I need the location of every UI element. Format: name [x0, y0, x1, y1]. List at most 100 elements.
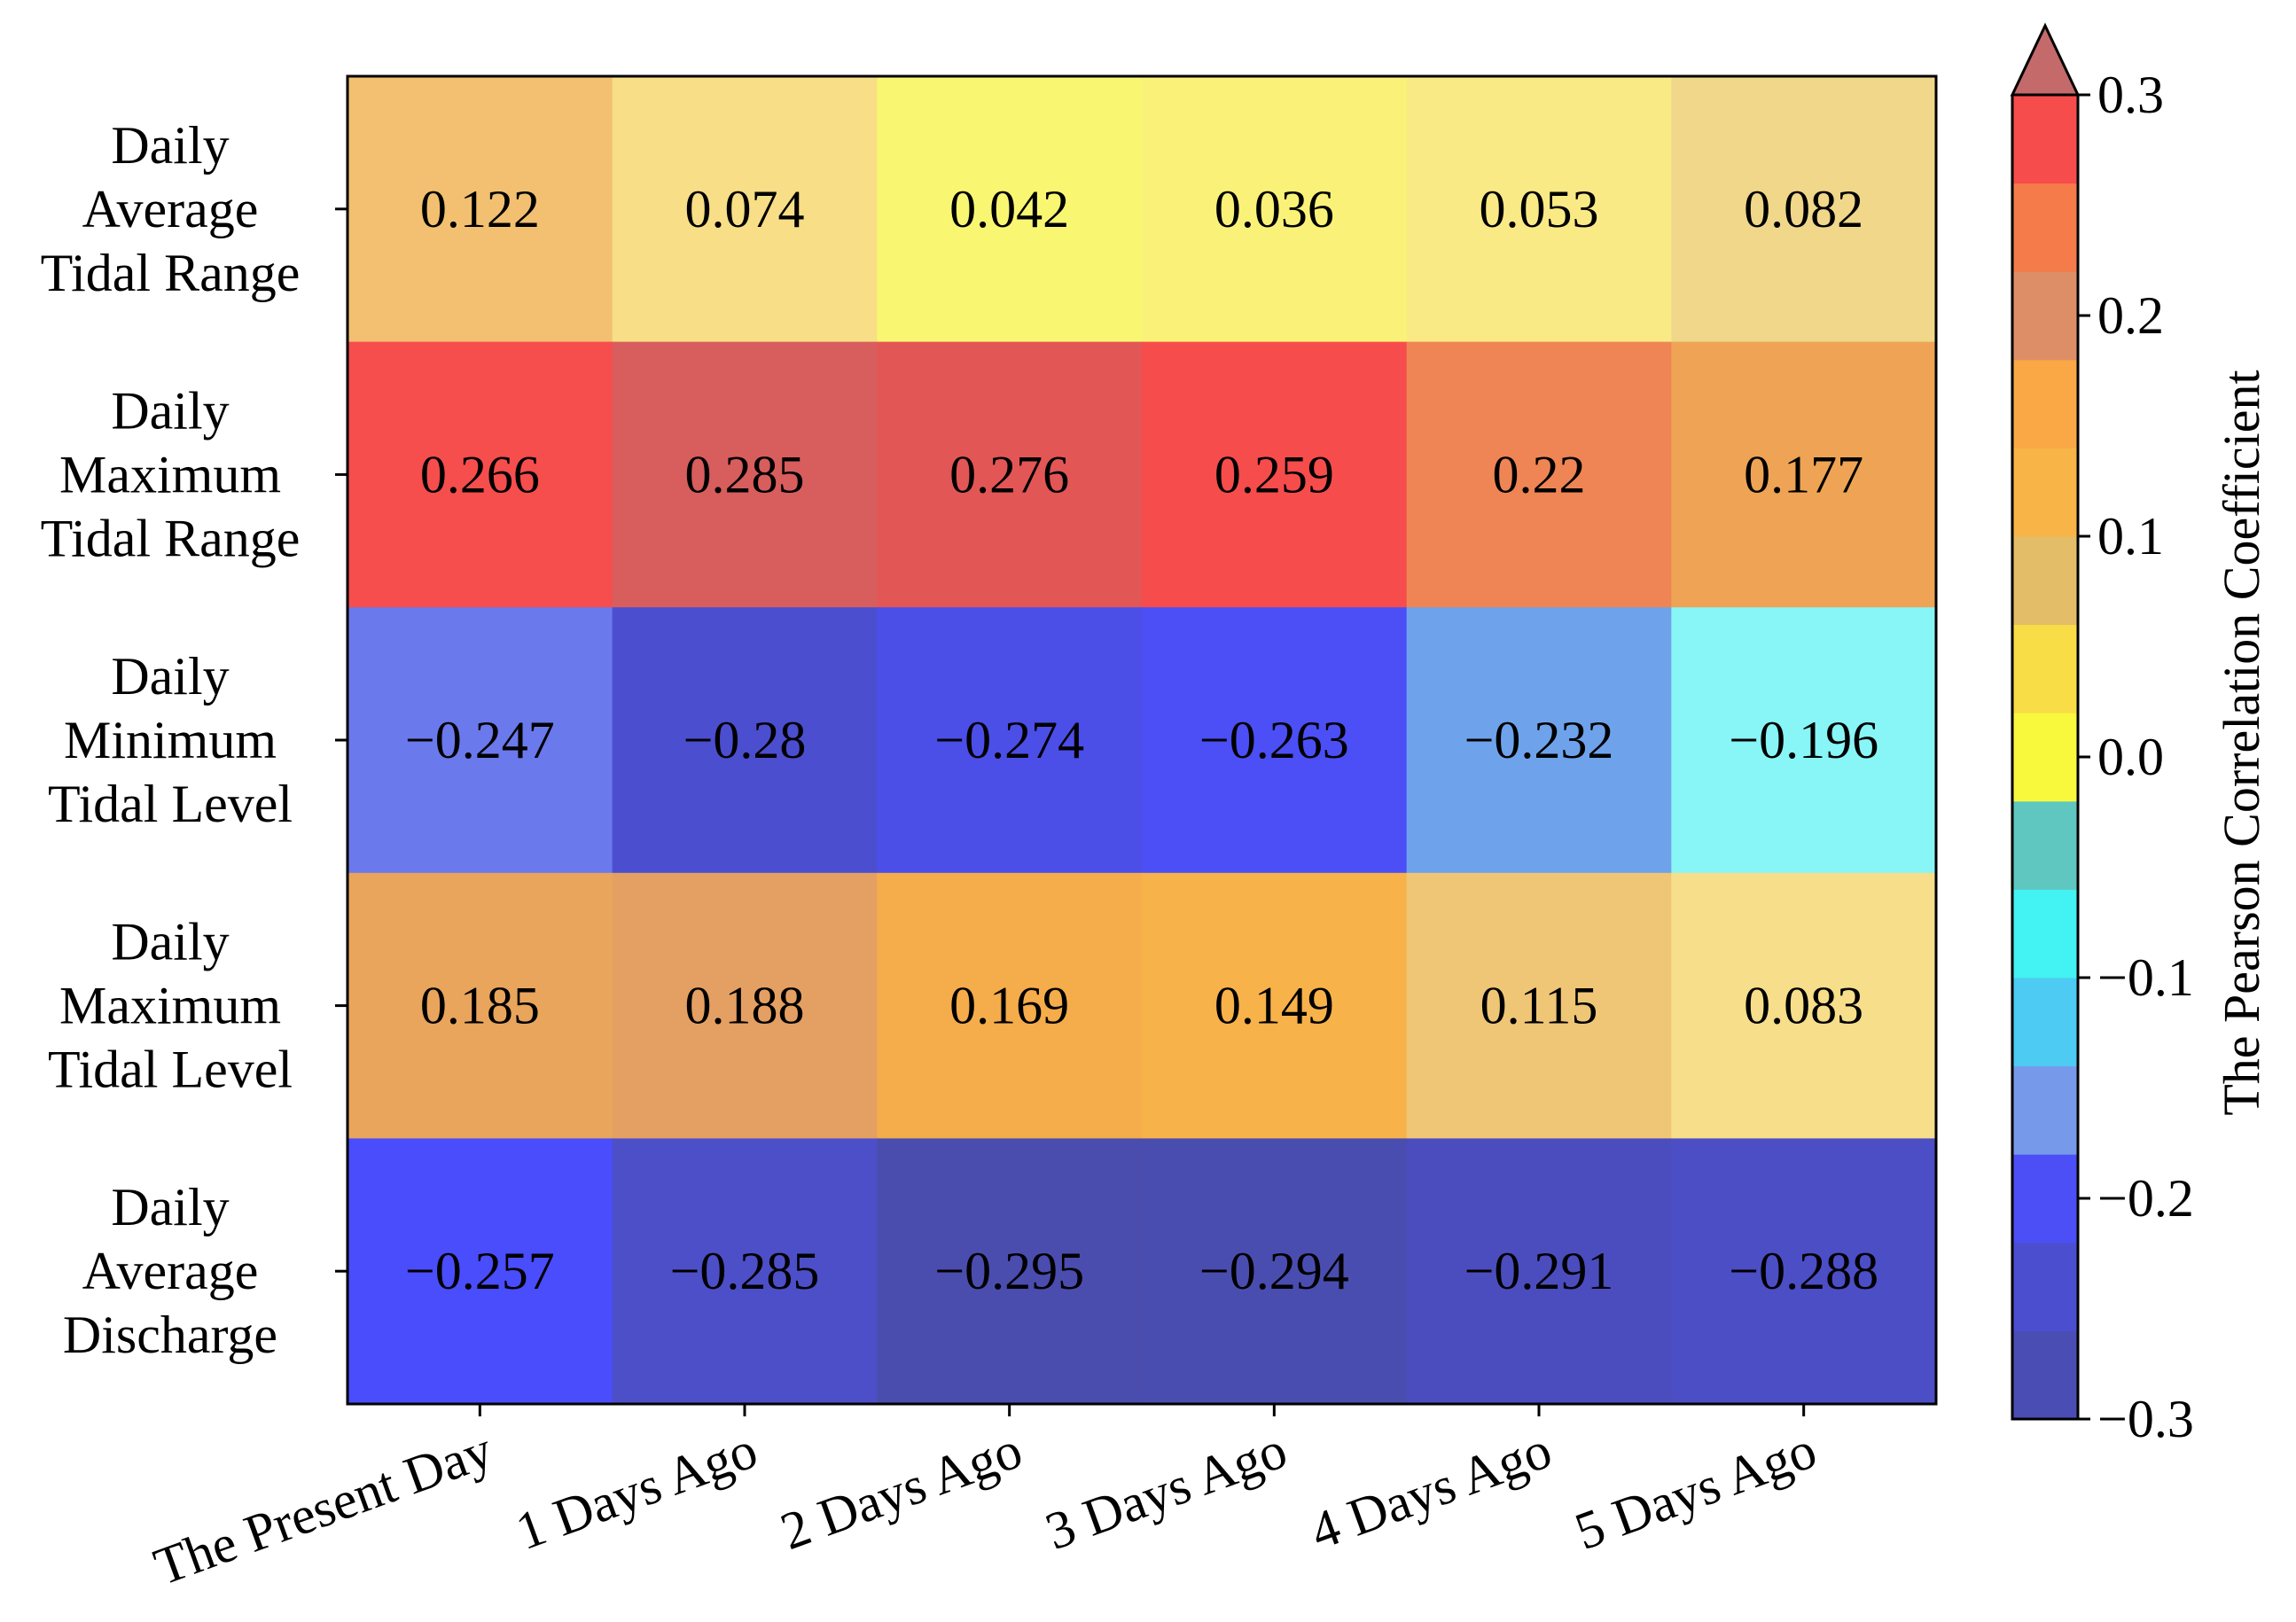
colorbar-segment: [2012, 95, 2078, 184]
column-label: 4 Days Ago: [1303, 1420, 1559, 1561]
cell-value-label: −0.288: [1729, 1242, 1878, 1300]
colorbar-segment: [2012, 1154, 2078, 1244]
cell-value-label: 0.177: [1744, 445, 1863, 503]
heatmap-cell: [877, 872, 1143, 1139]
cell-value-label: 0.036: [1214, 180, 1334, 238]
colorbar-segment: [2012, 448, 2078, 537]
heatmap-cell: [877, 1138, 1143, 1405]
colorbar-segment: [2012, 624, 2078, 714]
column-label: 1 Days Ago: [509, 1420, 765, 1561]
colorbar-segment: [2012, 359, 2078, 448]
heatmap-cell: [1671, 872, 1937, 1139]
heatmap-cell: [612, 607, 878, 874]
colorbar-segment: [2012, 800, 2078, 890]
heatmap-cell: [1406, 607, 1672, 874]
colorbar-tick-label: −0.2: [2097, 1169, 2194, 1228]
colorbar-tick-label: 0.3: [2097, 66, 2164, 124]
cell-value-label: −0.257: [405, 1242, 555, 1300]
heatmap-cell: [1406, 872, 1672, 1139]
heatmap-cell: [1142, 872, 1408, 1139]
colorbar: 0.3 0.2 0.1 0.0 −0.1 −0.2 −0.3: [2010, 22, 2194, 1448]
cell-value-label: 0.276: [949, 445, 1069, 503]
heatmap-cell: [1406, 76, 1672, 343]
heatmap-cell: [1406, 1138, 1672, 1405]
heatmap-cell: [877, 341, 1143, 608]
colorbar-segment: [2012, 183, 2078, 272]
heatmap-cell: [877, 76, 1143, 343]
heatmap-cell: [612, 341, 878, 608]
cell-value-label: 0.149: [1214, 977, 1334, 1035]
cell-value-label: −0.291: [1464, 1242, 1614, 1300]
heatmap-cell: [348, 872, 613, 1139]
colorbar-tick-label: 0.2: [2097, 286, 2164, 345]
column-label: 2 Days Ago: [773, 1420, 1029, 1561]
cell-value-label: −0.232: [1464, 711, 1614, 769]
cell-value-label: −0.28: [683, 711, 807, 769]
cell-value-label: 0.285: [685, 445, 805, 503]
colorbar-segment: [2012, 889, 2078, 979]
row-tick-labels: Daily Average Tidal Range Daily Maximum Tidal…: [41, 116, 348, 1364]
cell-value-label: −0.294: [1199, 1242, 1349, 1300]
cell-value-label: 0.122: [420, 180, 540, 238]
colorbar-segment: [2012, 271, 2078, 361]
colorbar-segment: [2012, 713, 2078, 802]
colorbar-segment: [2012, 536, 2078, 626]
heatmap-cell: [1671, 1138, 1937, 1405]
heatmap-cell: [1671, 341, 1937, 608]
colorbar-segment: [2012, 978, 2078, 1067]
heatmap-cell: [612, 1138, 878, 1405]
cell-value-label: −0.295: [934, 1242, 1084, 1300]
colorbar-tick-label: 0.0: [2097, 728, 2164, 786]
colorbar-tick-label: −0.1: [2097, 948, 2194, 1007]
column-label: The Present Day: [146, 1420, 499, 1596]
cell-value-label: 0.082: [1744, 180, 1863, 238]
cell-value-label: −0.274: [934, 711, 1084, 769]
heatmap-cell: [877, 607, 1143, 874]
heatmap-cells: [348, 76, 1937, 1405]
cell-value-label: −0.247: [405, 711, 555, 769]
cell-value-label: 0.115: [1480, 977, 1598, 1035]
cell-value-label: 0.259: [1214, 445, 1334, 503]
cell-value-label: −0.196: [1729, 711, 1878, 769]
cell-value-label: −0.285: [670, 1242, 820, 1300]
column-tick-labels: The Present Day 1 Days Ago 2 Days Ago 3 Day…: [146, 1404, 1824, 1596]
heatmap-cell: [1406, 341, 1672, 608]
cell-value-label: 0.169: [949, 977, 1069, 1035]
row-label: Daily Average Discharge: [63, 1178, 277, 1364]
heatmap-value-labels: 0.122 0.074 0.042 0.036 0.053 0.082 0.266 0.285…: [405, 180, 1878, 1300]
column-label: 3 Days Ago: [1038, 1420, 1294, 1561]
heatmap-cell: [612, 76, 878, 343]
row-label: Daily Maximum Tidal Level: [48, 913, 293, 1099]
cell-value-label: 0.185: [420, 977, 540, 1035]
heatmap-cell: [1142, 76, 1408, 343]
row-label: Daily Average Tidal Range: [41, 116, 301, 302]
heatmap-cell: [348, 76, 613, 343]
cell-value-label: 0.053: [1480, 180, 1599, 238]
colorbar-segment: [2012, 1330, 2078, 1420]
row-label: Daily Maximum Tidal Range: [41, 381, 301, 567]
cell-value-label: −0.263: [1199, 711, 1349, 769]
cell-value-label: 0.074: [685, 180, 805, 238]
cell-value-label: 0.083: [1744, 977, 1863, 1035]
colorbar-segment: [2012, 1065, 2078, 1155]
colorbar-tick-label: −0.3: [2097, 1390, 2194, 1448]
cell-value-label: 0.22: [1493, 445, 1586, 503]
heatmap-cell: [1142, 607, 1408, 874]
cell-value-label: 0.266: [420, 445, 540, 503]
colorbar-tick-label: 0.1: [2097, 507, 2164, 565]
colorbar-label: The Pearson Correlation Coefficient: [2213, 370, 2270, 1115]
colorbar-segment: [2012, 1242, 2078, 1331]
heatmap-cell: [1142, 1138, 1408, 1405]
heatmap-cell: [348, 607, 613, 874]
heatmap-cell: [612, 872, 878, 1139]
heatmap-cell: [348, 341, 613, 608]
heatmap-cell: [1671, 76, 1937, 343]
column-label: 5 Days Ago: [1567, 1420, 1824, 1561]
heatmap-cell: [1671, 607, 1937, 874]
row-label: Daily Minimum Tidal Level: [48, 647, 293, 833]
colorbar-extend-triangle: [2010, 22, 2081, 97]
cell-value-label: 0.188: [685, 977, 805, 1035]
cell-value-label: 0.042: [949, 180, 1069, 238]
heatmap-cell: [348, 1138, 613, 1405]
heatmap-cell: [1142, 341, 1408, 608]
